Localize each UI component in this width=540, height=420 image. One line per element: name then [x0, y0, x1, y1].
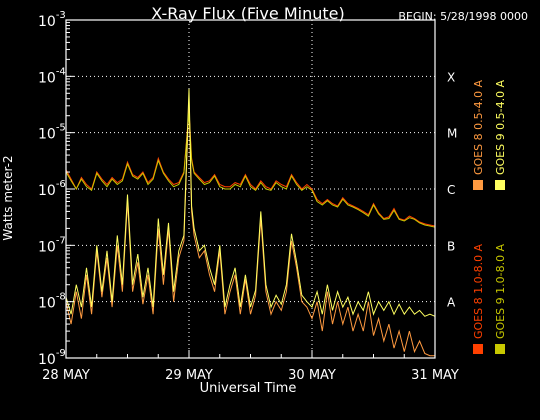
y-tick-label-6: 10-3: [38, 10, 66, 30]
y-tick-label-0: 10-9: [38, 348, 66, 368]
y-axis-label: Watts meter-2: [1, 155, 15, 240]
flare-class-label-2: C: [447, 183, 455, 197]
legend-layer: GOES 8 1.0-8.0 A GOES 8 0.5-4.0 A GOES 9 1…: [472, 79, 507, 354]
x-axis-label: Universal Time: [200, 381, 297, 396]
y-tick-label-5: 10-4: [38, 66, 66, 86]
series-line-2: [65, 113, 436, 228]
x-tick-label-3: 31 MAY: [411, 368, 459, 383]
chart-title: X-Ray Flux (Five Minute): [151, 4, 344, 23]
legend-label-3: GOES 9 0.5-4.0 A: [494, 79, 507, 175]
legend-swatch-3: [495, 180, 505, 190]
legend-swatch-0: [473, 344, 483, 354]
flare-class-label-0: A: [447, 296, 456, 310]
y-tick-label-4: 10-5: [38, 123, 66, 143]
legend-label-2: GOES 9 1.0-8.0 A: [494, 243, 507, 339]
y-tick-label-1: 10-8: [38, 292, 66, 312]
axis-layer: 10-9 10-8 10-7 10-6 10-5 10-4 10-3 28 MAY 29 MAY…: [38, 10, 459, 383]
begin-label: BEGIN: 5/28/1998 0000: [398, 10, 528, 23]
y-tick-label-3: 10-6: [38, 179, 66, 199]
legend-label-1: GOES 8 0.5-4.0 A: [472, 79, 485, 175]
flare-class-label-4: X: [447, 70, 455, 84]
x-tick-label-0: 28 MAY: [42, 368, 90, 383]
legend-swatch-1: [473, 180, 483, 190]
legend-label-0: GOES 8 1.0-8.0 A: [472, 243, 485, 339]
series-layer: [65, 88, 436, 357]
x-tick-label-1: 29 MAY: [165, 368, 213, 383]
flare-class-label-3: M: [447, 127, 457, 141]
series-line-3: [65, 88, 436, 317]
y-tick-label-2: 10-7: [38, 235, 66, 255]
x-tick-label-2: 30 MAY: [288, 368, 336, 383]
series-line-0: [65, 110, 436, 227]
legend-swatch-2: [495, 344, 505, 354]
flare-class-label-1: B: [447, 239, 455, 253]
